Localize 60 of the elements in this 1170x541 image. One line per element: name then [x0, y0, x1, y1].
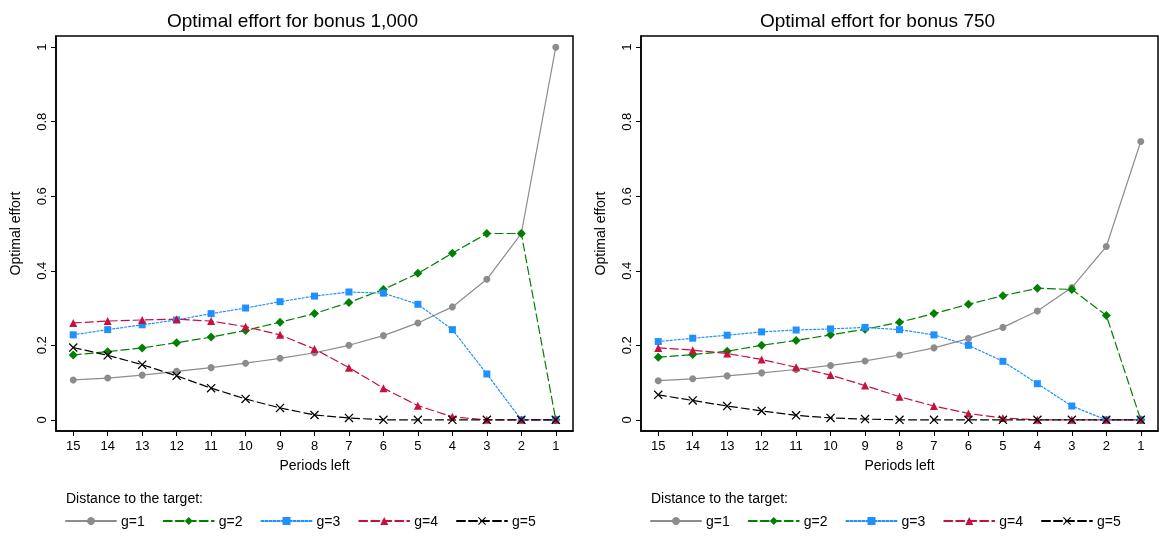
x-tick-label: 13: [134, 438, 150, 453]
legend-label: g=2: [803, 513, 828, 529]
y-tick-label: 1: [34, 43, 49, 51]
y-tick-label: 0.2: [619, 336, 634, 355]
legend-label: g=5: [511, 513, 536, 529]
chart-title: Optimal effort for bonus 750: [759, 10, 996, 31]
x-tick-label: 6: [379, 438, 388, 453]
y-tick-label: 0.6: [619, 187, 634, 206]
y-tick-label: 0.6: [34, 187, 49, 206]
x-tick-label: 10: [238, 438, 253, 453]
x-tick-label: 5: [414, 438, 422, 453]
x-tick-label: 15: [66, 438, 81, 453]
x-axis-title: Periods left: [279, 457, 350, 473]
legend-label: g=4: [414, 513, 439, 529]
y-tick-label: 1: [619, 43, 634, 51]
legend-label: g=4: [999, 513, 1024, 529]
legend-label: g=1: [121, 513, 145, 529]
x-tick-label: 12: [169, 438, 184, 453]
x-tick-label: 4: [1033, 438, 1041, 453]
x-tick-label: 14: [685, 438, 700, 453]
y-axis-title: Optimal effort: [7, 191, 23, 276]
x-tick-label: 2: [517, 438, 525, 453]
x-tick-label: 7: [345, 438, 353, 453]
legend-label: g=3: [901, 513, 926, 529]
x-tick-label: 4: [448, 438, 456, 453]
x-tick-label: 10: [823, 438, 838, 453]
x-tick-label: 1: [1137, 438, 1145, 453]
legend-title: Distance to the target:: [66, 490, 203, 506]
x-axis-title: Periods left: [864, 457, 935, 473]
x-tick-label: 14: [100, 438, 115, 453]
x-tick-label: 8: [310, 438, 319, 453]
legend-label: g=2: [218, 513, 243, 529]
x-tick-label: 13: [719, 438, 735, 453]
x-tick-label: 7: [930, 438, 938, 453]
x-tick-label: 9: [276, 438, 284, 453]
x-tick-label: 1: [552, 438, 560, 453]
y-tick-label: 0.4: [619, 261, 634, 280]
y-tick-label: 0.8: [34, 112, 49, 131]
legend-label: g=5: [1096, 513, 1121, 529]
x-tick-label: 9: [861, 438, 869, 453]
y-tick-label: 0.4: [34, 261, 49, 280]
x-tick-label: 6: [964, 438, 973, 453]
x-tick-label: 5: [999, 438, 1007, 453]
y-axis-title: Optimal effort: [592, 191, 608, 276]
y-tick-label: 0: [34, 416, 49, 424]
chart-title: Optimal effort for bonus 1,000: [166, 10, 419, 31]
x-tick-label: 12: [754, 438, 769, 453]
y-tick-label: 0.8: [619, 112, 634, 131]
x-tick-label: 15: [651, 438, 666, 453]
y-tick-label: 0: [619, 416, 634, 424]
x-tick-label: 3: [1068, 438, 1076, 453]
legend-title: Distance to the target:: [651, 490, 788, 506]
legend-label: g=1: [706, 513, 730, 529]
x-tick-label: 3: [483, 438, 491, 453]
x-tick-label: 11: [204, 438, 218, 453]
x-tick-label: 2: [1102, 438, 1110, 453]
y-tick-label: 0.2: [34, 336, 49, 355]
x-tick-label: 11: [789, 438, 803, 453]
x-tick-label: 8: [895, 438, 904, 453]
legend-label: g=3: [316, 513, 341, 529]
